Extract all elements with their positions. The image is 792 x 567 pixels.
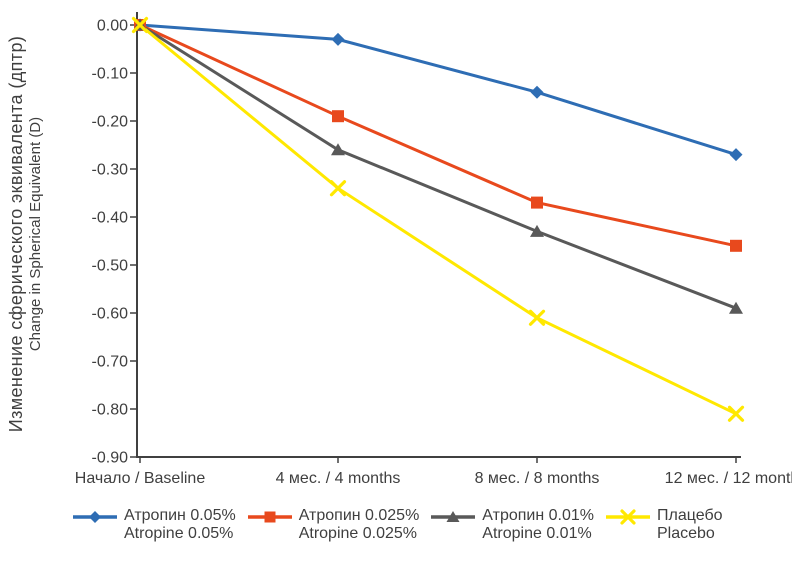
legend-label-ru: Атропин 0.025% xyxy=(298,507,420,524)
y-axis-title-ru: Изменение сферического эквивалента (дптр… xyxy=(6,35,26,433)
y-axis-title-en: Change in Spherical Equivalent (D) xyxy=(27,116,44,352)
legend-item: Плацебо Placebo xyxy=(606,507,723,543)
x-axis-label: Начало / Baseline xyxy=(74,470,206,487)
legend-marker-triangle xyxy=(431,511,476,522)
y-axis-tick-label: -0.20 xyxy=(92,114,129,131)
x-axis-label: 12 мес. / 12 months xyxy=(664,470,792,487)
legend-marker-diamond xyxy=(73,511,117,523)
legend-label-en: Atropine 0.01% xyxy=(482,525,592,542)
y-axis-tick-label: 0.00 xyxy=(97,18,128,35)
legend-label-ru: Плацебо xyxy=(657,507,723,524)
legend-item: Атропин 0.01% Atropine 0.01% xyxy=(431,507,594,543)
y-axis-tick-label: -0.40 xyxy=(92,210,129,227)
x-axis-label: 8 мес. / 8 months xyxy=(474,470,600,487)
x-axis-label: 4 мес. / 4 months xyxy=(275,470,401,487)
y-axis-tick-label: -0.60 xyxy=(92,306,129,323)
legend-label-ru: Атропин 0.01% xyxy=(482,507,594,524)
y-axis-tick-label: -0.90 xyxy=(92,450,129,467)
series-line xyxy=(139,23,737,157)
series-line xyxy=(139,23,737,310)
y-axis-tick-label: -0.80 xyxy=(92,402,129,419)
y-axis-tick-label: -0.10 xyxy=(92,66,129,83)
legend-label-en: Atropine 0.05% xyxy=(124,525,234,542)
series-line xyxy=(139,23,737,248)
y-axis-title: Изменение сферического эквивалента (дптр… xyxy=(6,8,44,460)
legend-label-ru: Атропин 0.05% xyxy=(124,507,236,524)
legend-item: Атропин 0.05% Atropine 0.05% xyxy=(73,507,236,543)
y-axis-tick-label: -0.30 xyxy=(92,162,129,179)
legend-label-en: Atropine 0.025% xyxy=(298,525,418,542)
legend-label-en: Placebo xyxy=(657,525,715,542)
legend-marker-x xyxy=(606,509,650,525)
legend-item: Атропин 0.025% Atropine 0.025% xyxy=(247,507,420,543)
series-line xyxy=(139,23,737,416)
y-axis-tick-label: -0.70 xyxy=(92,354,129,371)
y-axis-tick-label: -0.50 xyxy=(92,258,129,275)
legend-marker-square xyxy=(247,511,292,523)
legend: Атропин 0.05% Atropine 0.05% Атропин 0.025… xyxy=(73,507,723,543)
